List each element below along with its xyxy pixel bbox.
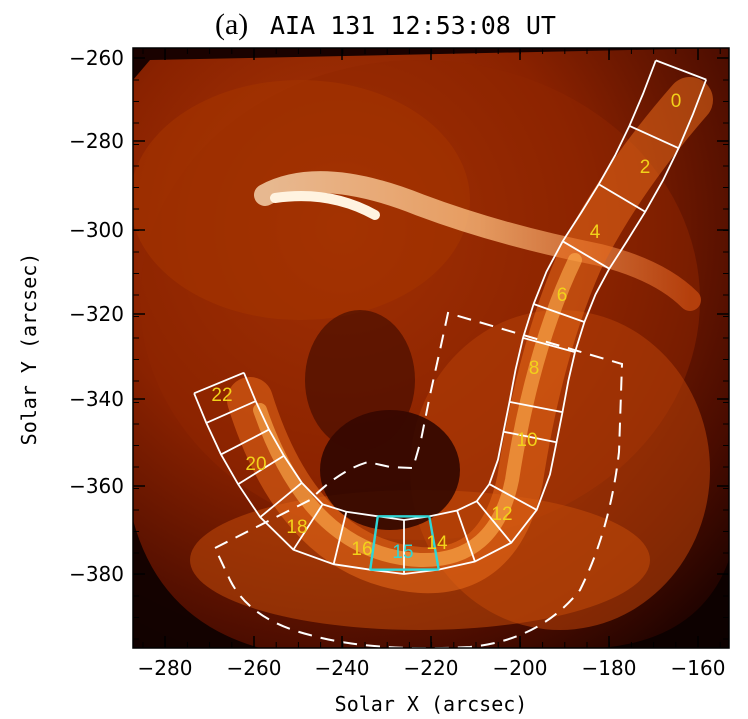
segment-labels: 0 2 4 6 8 10 12 14 15 16 18 20 22 — [211, 91, 681, 563]
y-tick-label: −300 — [69, 218, 124, 242]
y-tick-label: −260 — [69, 46, 124, 70]
segment-label: 8 — [529, 358, 540, 379]
slit-edge-inner — [193, 79, 708, 575]
y-tick-label: −380 — [69, 562, 124, 586]
segment-label: 15 — [392, 542, 413, 563]
segment-label: 10 — [516, 430, 537, 451]
segment-label: 14 — [426, 533, 448, 554]
segment-label: 2 — [640, 157, 651, 178]
dashed-region — [214, 311, 624, 650]
slit-cross-bar — [476, 500, 512, 544]
segment-label: 18 — [286, 517, 307, 538]
slit-cross-bar — [629, 125, 679, 149]
segment-label: 0 — [671, 91, 682, 112]
slit-cross-bar — [598, 183, 646, 213]
x-tick-label: −160 — [671, 656, 726, 680]
y-tick-label: −340 — [69, 387, 124, 411]
slit-cross-bar — [292, 503, 324, 551]
slit-cross-bar — [220, 428, 270, 456]
y-tick-label: −320 — [69, 302, 124, 326]
segment-label: 20 — [245, 454, 266, 475]
slit-edge-outer — [243, 60, 657, 521]
x-tick-label: −180 — [582, 656, 637, 680]
slit-cross-bar — [503, 430, 557, 444]
x-tick-label: −260 — [227, 656, 282, 680]
y-axis-title: Solar Y (arcsec) — [17, 253, 41, 446]
panel-label: (a) — [215, 8, 248, 41]
slit-cross-bar — [655, 59, 707, 81]
image-title: AIA 131 12:53:08 UT — [270, 11, 556, 40]
x-tick-label: −200 — [493, 656, 548, 680]
slit-cross-bar — [562, 240, 610, 270]
x-tick-label: −220 — [404, 656, 459, 680]
slit-grid — [193, 59, 708, 575]
slit-cross-bar — [193, 371, 245, 395]
y-tick-label: −360 — [69, 474, 124, 498]
solar-image — [133, 48, 729, 648]
slit-cross-bar — [259, 482, 303, 518]
segment-label: 22 — [211, 385, 232, 406]
slit-cross-bar — [533, 303, 585, 323]
slit-cross-bar — [369, 516, 379, 570]
slit-cross-bar — [456, 510, 476, 562]
slit-cross-bar — [428, 516, 440, 570]
slit-cross-bar — [205, 400, 257, 424]
x-axis-title: Solar X (arcsec) — [335, 692, 528, 716]
x-tick-label: −280 — [138, 656, 193, 680]
slit-cross-bar — [237, 454, 285, 486]
slit-cross-bar — [509, 400, 563, 414]
slit-cross-bar — [488, 483, 538, 511]
segment-label: 16 — [351, 539, 372, 560]
segment-label: 4 — [590, 222, 601, 243]
x-tick-label: −240 — [315, 656, 370, 680]
slit-cross-bar — [332, 511, 348, 565]
slit-cross-bar — [522, 336, 576, 354]
y-tick-label: −280 — [69, 129, 124, 153]
segment-label: 6 — [557, 285, 568, 306]
segment-label: 12 — [491, 504, 512, 525]
y-axis: −260 −280 −300 −320 −340 −360 −380 — [69, 46, 729, 640]
x-axis: −280 −260 −240 −220 −200 −180 −160 — [138, 48, 726, 680]
